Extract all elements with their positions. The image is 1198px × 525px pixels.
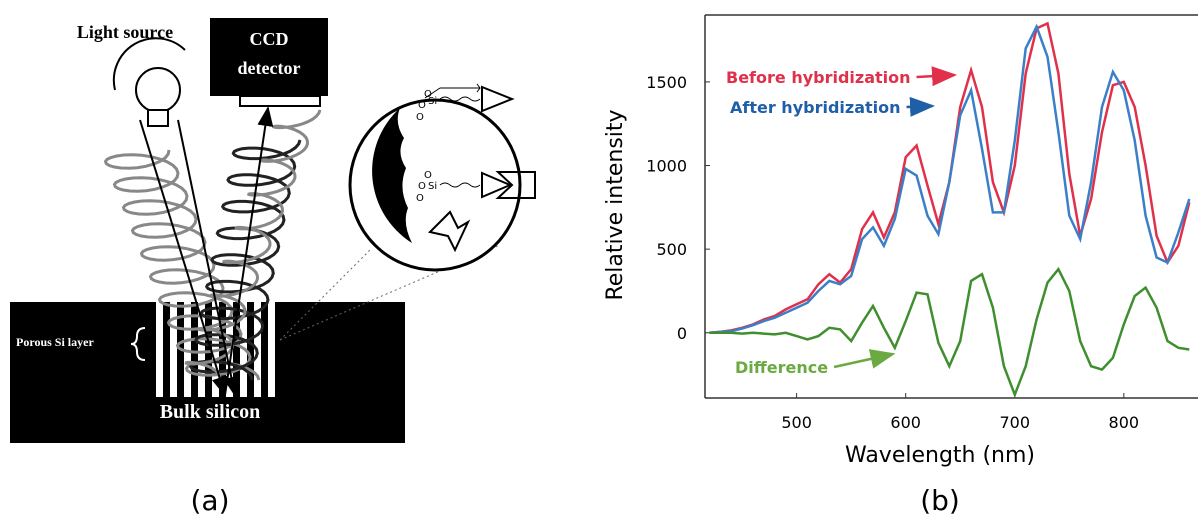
label: Light source — [77, 22, 173, 42]
y-axis-label: Relative intensity — [603, 109, 628, 300]
caption: (b) — [920, 484, 960, 517]
label: O — [418, 181, 426, 192]
legend-label: Difference — [735, 358, 828, 377]
label: Bulk silicon — [160, 401, 261, 423]
reflected-light-2 — [184, 109, 322, 381]
label: detector — [238, 58, 301, 78]
label: CCD — [250, 29, 289, 49]
legend-arrow — [916, 66, 958, 87]
x-tick-label: 500 — [781, 413, 812, 432]
label: O — [416, 193, 424, 204]
label: O — [424, 170, 432, 181]
x-tick-label: 800 — [1109, 413, 1140, 432]
bulb — [135, 67, 181, 113]
caption: (a) — [190, 484, 229, 517]
diagram — [10, 18, 536, 443]
x-tick-label: 700 — [999, 413, 1030, 432]
incident-light — [103, 149, 261, 381]
y-tick-label: 500 — [656, 240, 687, 259]
legend-label: After hybridization — [730, 98, 901, 117]
y-tick-label: 1500 — [646, 73, 687, 92]
legend-arrow — [906, 96, 936, 117]
reflected-light — [188, 139, 302, 381]
molecule-labels: O O Si O O O Si O — [416, 89, 437, 204]
lamp-reflector — [112, 37, 186, 91]
legend-label: Before hybridization — [726, 68, 911, 87]
legend-arrow — [833, 349, 896, 369]
brace — [130, 327, 146, 361]
plot: 0 500 1000 1500 500 600 700 800 Before hybridiza… — [646, 14, 1198, 432]
label: Si — [428, 96, 437, 107]
axis-frame — [704, 14, 1198, 399]
ccd-detector — [210, 18, 328, 96]
y-tick-label: 0 — [677, 324, 687, 343]
x-axis-label: Wavelength (nm) — [845, 443, 1035, 468]
label: O — [424, 89, 432, 100]
label: O — [418, 100, 426, 111]
label: O — [416, 112, 424, 123]
series-line — [709, 23, 1191, 335]
x-tick-label: 600 — [890, 413, 921, 432]
label: Si — [428, 181, 437, 192]
label: Porous Si layer — [16, 335, 94, 349]
series-line — [709, 266, 1190, 399]
y-tick-label: 1000 — [646, 157, 687, 176]
